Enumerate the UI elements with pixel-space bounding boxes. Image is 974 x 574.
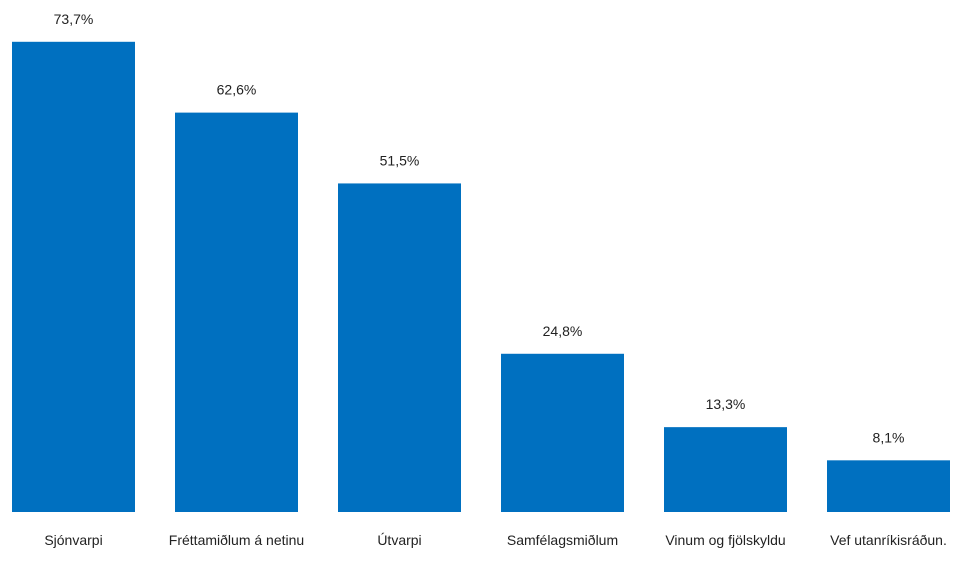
data-label: 62,6% (217, 82, 257, 98)
x-tick-label: Samfélagsmiðlum (507, 532, 618, 548)
data-label: 8,1% (873, 429, 905, 445)
x-tick-label: Sjónvarpi (44, 532, 102, 548)
data-label: 51,5% (380, 152, 420, 168)
x-tick-label: Vinum og fjölskyldu (665, 532, 785, 548)
bar (338, 183, 461, 512)
data-label: 73,7% (54, 11, 94, 27)
x-tick-label: Útvarpi (377, 532, 421, 548)
data-label: 24,8% (543, 323, 583, 339)
bar (827, 460, 950, 512)
bar (664, 427, 787, 512)
bar (175, 112, 298, 512)
x-tick-label: Fréttamiðlum á netinu (169, 532, 304, 548)
x-tick-label: Vef utanríkisráðun. (830, 532, 947, 548)
data-label: 13,3% (706, 396, 746, 412)
bar (501, 353, 624, 512)
bar (12, 41, 135, 512)
